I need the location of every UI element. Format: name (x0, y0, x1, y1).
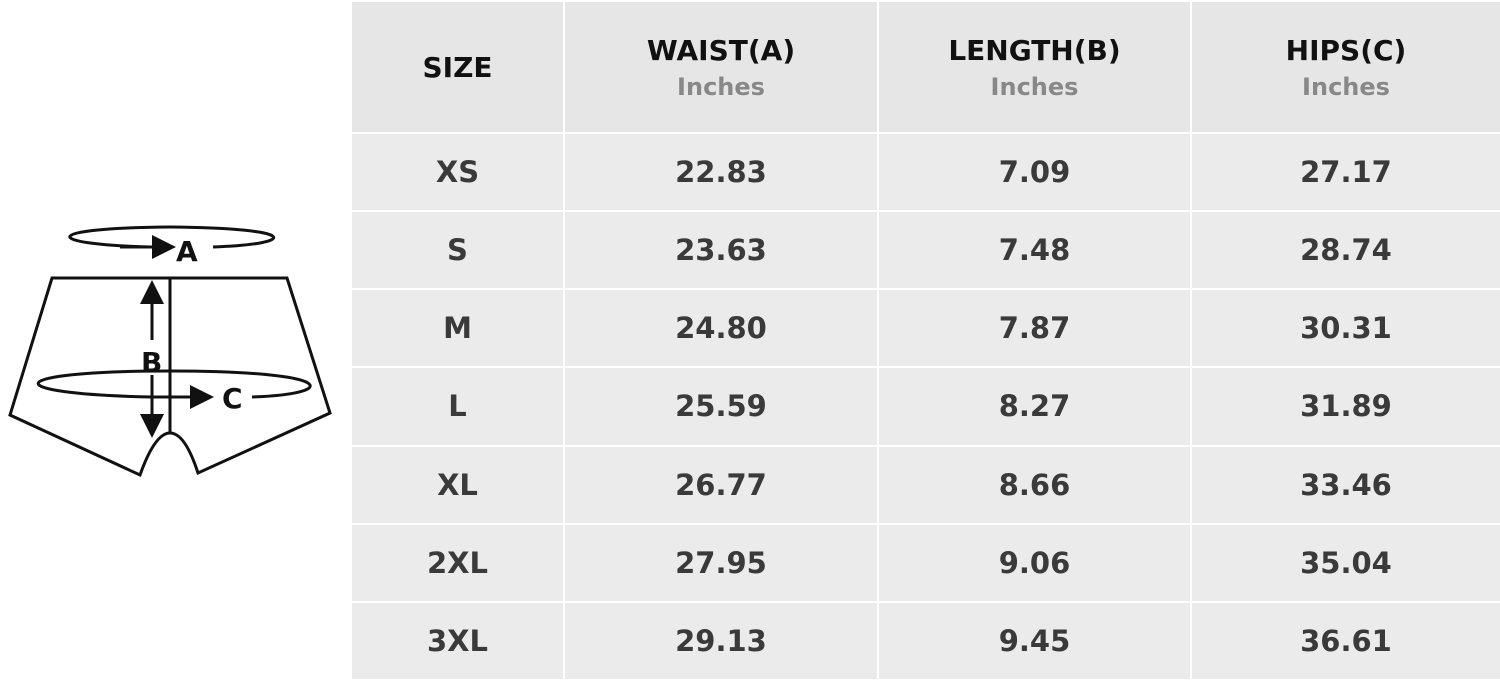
table-row: L 25.59 8.27 31.89 (350, 366, 1500, 447)
cell-hips: 27.17 (1190, 131, 1500, 213)
header-waist: WAIST(A) Inches (563, 0, 879, 134)
table-row: 3XL 29.13 9.45 36.61 (350, 600, 1500, 681)
header-length: LENGTH(B) Inches (877, 0, 1192, 134)
table-row: M 24.80 7.87 30.31 (350, 288, 1500, 369)
cell-hips: 36.61 (1190, 600, 1500, 681)
cell-waist: 25.59 (563, 366, 879, 447)
cell-waist: 29.13 (563, 600, 879, 681)
label-a: A (176, 235, 198, 268)
table-row: 2XL 27.95 9.06 35.04 (350, 522, 1500, 603)
cell-length: 8.66 (877, 444, 1192, 525)
cell-hips: 35.04 (1190, 522, 1500, 603)
cell-size: XS (350, 131, 565, 213)
cell-hips: 30.31 (1190, 288, 1500, 369)
header-hips: HIPS(C) Inches (1190, 0, 1500, 134)
cell-length: 8.27 (877, 366, 1192, 447)
cell-size: 2XL (350, 522, 565, 603)
waist-loop (68, 225, 276, 249)
cell-length: 7.48 (877, 210, 1192, 291)
cell-size: M (350, 288, 565, 369)
shorts-outline (8, 276, 332, 478)
cell-length: 9.45 (877, 600, 1192, 681)
size-chart-table: SIZE WAIST(A) Inches LENGTH(B) Inches HIPS… (350, 0, 1500, 681)
header-row: SIZE WAIST(A) Inches LENGTH(B) Inches HIPS… (350, 0, 1500, 134)
cell-waist: 22.83 (563, 131, 879, 213)
table-row: XS 22.83 7.09 27.17 (350, 131, 1500, 213)
shorts-measurement-diagram: A B C (8, 225, 332, 478)
cell-hips: 33.46 (1190, 444, 1500, 525)
header-size: SIZE (350, 0, 565, 134)
cell-hips: 28.74 (1190, 210, 1500, 291)
cell-size: XL (350, 444, 565, 525)
label-c: C (222, 382, 243, 415)
cell-waist: 24.80 (563, 288, 879, 369)
cell-waist: 27.95 (563, 522, 879, 603)
cell-length: 9.06 (877, 522, 1192, 603)
label-b: B (141, 346, 162, 379)
cell-size: S (350, 210, 565, 291)
cell-waist: 26.77 (563, 444, 879, 525)
cell-waist: 23.63 (563, 210, 879, 291)
table-row: S 23.63 7.48 28.74 (350, 210, 1500, 291)
hips-loop (36, 369, 312, 399)
cell-size: L (350, 366, 565, 447)
cell-hips: 31.89 (1190, 366, 1500, 447)
table-row: XL 26.77 8.66 33.46 (350, 444, 1500, 525)
cell-size: 3XL (350, 600, 565, 681)
cell-length: 7.87 (877, 288, 1192, 369)
cell-length: 7.09 (877, 131, 1192, 213)
